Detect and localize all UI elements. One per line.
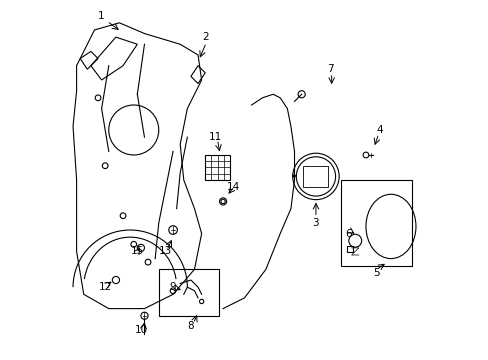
- Text: 13: 13: [159, 247, 172, 256]
- Text: 11: 11: [209, 132, 222, 142]
- Text: 9: 9: [169, 282, 176, 292]
- Text: 2: 2: [202, 32, 208, 42]
- Text: 1: 1: [98, 11, 105, 21]
- Text: 5: 5: [373, 268, 379, 278]
- Bar: [340, 180, 411, 266]
- Bar: [205, 155, 230, 180]
- Bar: [159, 269, 219, 316]
- Text: 8: 8: [187, 321, 194, 332]
- Text: 3: 3: [312, 218, 319, 228]
- Text: 15: 15: [130, 247, 143, 256]
- Text: 7: 7: [326, 64, 333, 74]
- Text: 4: 4: [376, 125, 383, 135]
- Text: 14: 14: [227, 182, 240, 192]
- Bar: [303, 166, 328, 187]
- Text: 6: 6: [344, 229, 351, 239]
- Text: 12: 12: [99, 282, 112, 292]
- Text: 10: 10: [134, 325, 147, 335]
- Bar: [346, 246, 352, 252]
